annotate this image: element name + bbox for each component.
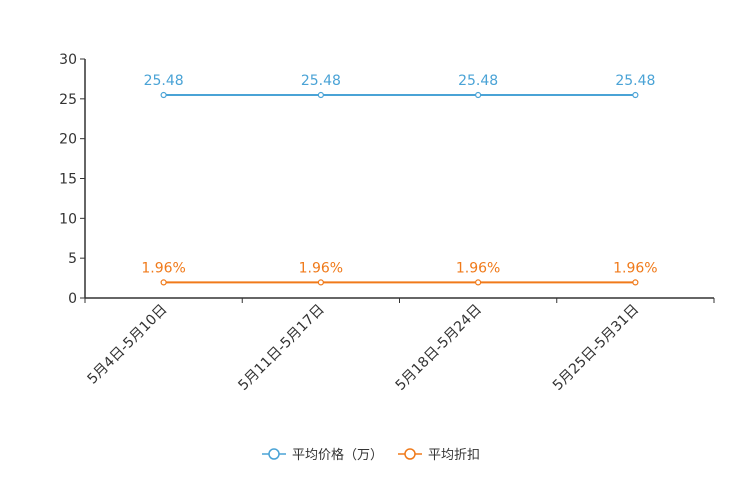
y-tick-label: 5: [68, 251, 77, 267]
data-point-series-2: [475, 279, 482, 286]
data-label-series-2: 1.96%: [299, 260, 343, 276]
x-category-label: 5月4日-5月10日: [84, 302, 170, 388]
legend-marker-2: [404, 448, 416, 460]
data-point-series-1: [317, 91, 324, 99]
legend-marker-1: [268, 448, 280, 460]
data-label-series-2: 1.96%: [613, 260, 657, 276]
y-tick-label: 20: [59, 132, 77, 148]
data-label-series-1: 25.48: [144, 73, 184, 89]
x-category-label: 5月18日-5月24日: [393, 302, 485, 394]
x-category-label: 5月25日-5月31日: [550, 302, 642, 394]
data-label-series-1: 25.48: [615, 73, 655, 89]
data-point-series-1: [475, 91, 482, 99]
data-point-series-2: [632, 279, 639, 286]
y-tick-label: 25: [59, 92, 77, 108]
data-label-series-1: 25.48: [301, 73, 341, 89]
legend-label-2: 平均折扣: [428, 448, 480, 463]
data-label-series-2: 1.96%: [141, 260, 185, 276]
data-label-series-1: 25.48: [458, 73, 498, 89]
data-label-series-2: 1.96%: [456, 260, 500, 276]
y-tick-label: 10: [59, 211, 77, 227]
y-tick-label: 15: [59, 172, 77, 188]
x-category-label: 5月11日-5月17日: [235, 302, 327, 394]
y-tick-label: 30: [59, 52, 77, 68]
data-point-series-1: [632, 91, 639, 99]
data-point-series-2: [317, 279, 324, 286]
data-point-series-2: [160, 279, 167, 286]
data-point-series-1: [160, 91, 167, 99]
legend-label-1: 平均价格（万）: [292, 447, 383, 463]
y-tick-label: 0: [68, 291, 77, 307]
